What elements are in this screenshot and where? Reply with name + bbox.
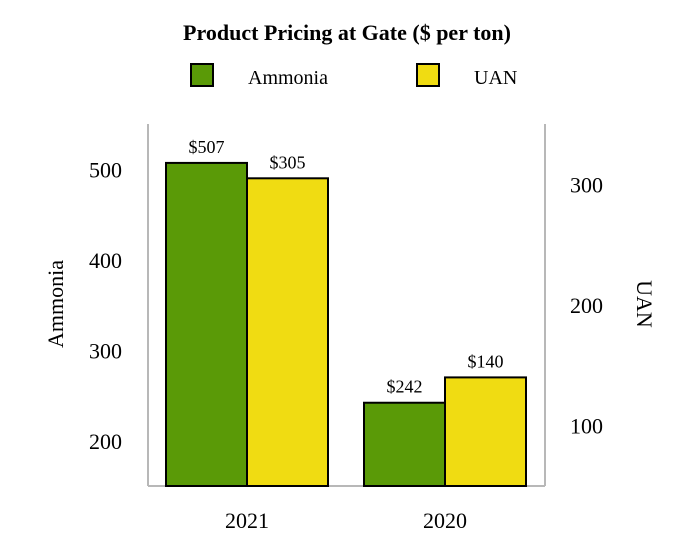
x-tick-label-2020: 2020 xyxy=(423,508,467,533)
data-label-ammonia-2020: $242 xyxy=(387,377,423,397)
bar-ammonia-2021 xyxy=(165,161,248,487)
bar-ammonia-2020 xyxy=(363,401,446,487)
legend-swatch-uan xyxy=(416,63,440,87)
data-label-ammonia-2021: $507 xyxy=(189,137,225,157)
data-label-uan-2021: $305 xyxy=(270,152,306,172)
x-tick-label-2021: 2021 xyxy=(225,508,269,533)
right-tick-label-100: 100 xyxy=(570,414,603,439)
labels-layer: $507 $305 $242 $140 xyxy=(189,137,504,397)
right-tick-label-200: 200 xyxy=(570,293,603,318)
right-tick-label-300: 300 xyxy=(570,172,603,197)
left-axis-title: Ammonia xyxy=(43,260,68,348)
legend-swatch-ammonia xyxy=(190,63,214,87)
bar-uan-2020 xyxy=(444,376,527,487)
left-tick-label-200: 200 xyxy=(89,429,122,454)
right-axis-title: UAN xyxy=(632,280,657,328)
left-tick-label-300: 300 xyxy=(89,338,122,363)
legend-label-uan: UAN xyxy=(474,67,517,89)
bars-layer xyxy=(165,161,527,488)
left-tick-label-400: 400 xyxy=(89,248,122,273)
legend-label-ammonia: Ammonia xyxy=(248,67,328,89)
ticks-layer: 2021 2020 200 300 400 500 100 200 300 xyxy=(89,157,603,533)
chart-title: Product Pricing at Gate ($ per ton) xyxy=(183,20,511,45)
left-tick-label-500: 500 xyxy=(89,157,122,182)
legend: Ammonia UAN xyxy=(190,63,517,89)
bar-uan-2021 xyxy=(246,177,329,488)
data-label-uan-2020: $140 xyxy=(468,351,504,371)
